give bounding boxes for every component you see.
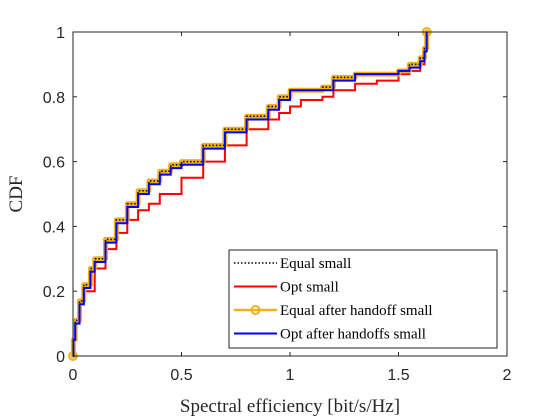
series-line-opt-after-handoffs-small xyxy=(72,32,428,357)
x-tick-label: 1.5 xyxy=(387,367,409,384)
legend-label-equal-after-handoff-small: Equal after handoff small xyxy=(280,303,433,319)
y-tick-label: 0.6 xyxy=(43,155,65,172)
y-tick-label: 0.8 xyxy=(43,90,65,107)
x-tick-label: 0.5 xyxy=(170,367,192,384)
legend-label-opt-after-handoffs-small: Opt after handoffs small xyxy=(280,327,426,343)
x-tick-label: 1 xyxy=(286,367,295,384)
y-tick-label: 0 xyxy=(56,349,65,366)
x-axis-label: Spectral efficiency [bit/s/Hz] xyxy=(180,396,400,417)
legend-label-opt-small: Opt small xyxy=(280,280,339,296)
legend-marker-equal-after-handoff-small xyxy=(250,305,261,315)
axes-layer: 0 0.5 1 1.5 2 0 0.2 0.4 0.6 0.8 1 xyxy=(43,25,512,384)
legend-label-equal-small: Equal small xyxy=(280,256,351,272)
x-tick-label: 2 xyxy=(503,367,512,384)
y-axis-label: CDF xyxy=(6,176,27,213)
y-tick-label: 0.2 xyxy=(43,284,65,301)
y-tick-label: 0.4 xyxy=(43,219,65,236)
legend-box xyxy=(228,249,498,349)
y-tick-label: 1 xyxy=(56,25,65,42)
x-tick-label: 0 xyxy=(69,367,78,384)
legend: Equal small Opt small Equal after handoff … xyxy=(228,249,498,349)
series-layer xyxy=(68,27,432,361)
